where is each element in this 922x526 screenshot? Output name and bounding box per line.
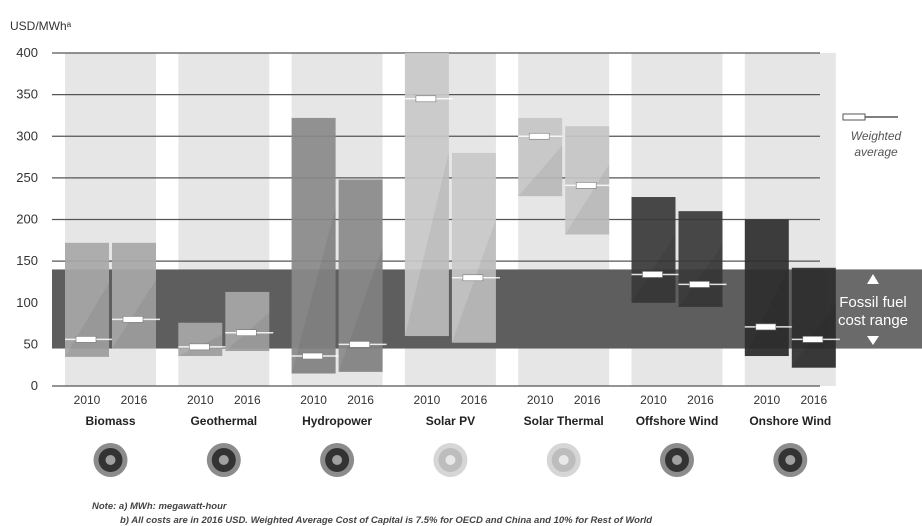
- legend-fossil-fuel: Fossil fuel cost range: [838, 274, 908, 345]
- ff-down-arrow: [867, 336, 879, 345]
- year-label: 2016: [461, 393, 488, 407]
- legend-ff-label-1: Fossil fuel: [839, 294, 907, 311]
- labels-layer: 2010 2016 Biomass 2010 2016 Geothermal 2010 201…: [74, 393, 832, 428]
- hydropower-icon: [320, 443, 355, 477]
- y-tick-label: 300: [16, 128, 38, 143]
- icon-center: [105, 455, 116, 465]
- year-label: 2010: [640, 393, 667, 407]
- icon-center: [332, 455, 343, 465]
- range-bar: [225, 291, 270, 352]
- bars-layer: [65, 53, 840, 374]
- y-tick-label: 50: [24, 336, 38, 351]
- weighted-average-marker: [415, 95, 437, 103]
- note-a: Note: a) MWh: megawatt-hour: [92, 501, 228, 512]
- year-label: 2016: [234, 393, 261, 407]
- y-tick-label: 200: [16, 212, 38, 227]
- icon-center: [785, 455, 796, 465]
- legend-wa-label-2: average: [854, 145, 898, 159]
- range-bar: [678, 211, 723, 307]
- weighted-average-marker: [802, 336, 824, 343]
- weighted-average-marker: [302, 352, 323, 360]
- year-label: 2010: [753, 393, 780, 407]
- bar-shade: [518, 145, 563, 197]
- year-label: 2010: [414, 393, 441, 407]
- year-label: 2010: [300, 393, 327, 407]
- weighted-average-marker: [462, 274, 484, 282]
- year-label: 2010: [527, 393, 554, 407]
- range-bar: [112, 242, 156, 349]
- y-tick-label: 400: [16, 45, 38, 60]
- icons-layer: [93, 443, 808, 477]
- technology-label: Offshore Wind: [636, 414, 719, 428]
- y-tick-label: 0: [31, 378, 38, 393]
- weighted-average-marker: [755, 323, 777, 331]
- weighted-average-marker: [689, 281, 710, 288]
- bar-shade: [65, 282, 109, 357]
- year-label: 2010: [74, 393, 101, 407]
- solar-pv-icon: [433, 443, 468, 477]
- y-axis-label: USD/MWhᵃ: [10, 19, 72, 33]
- bar-shade: [678, 244, 723, 307]
- range-bar: [338, 179, 383, 372]
- technology-label: Geothermal: [190, 414, 257, 428]
- range-bar: [518, 117, 563, 197]
- legend-wa-label-1: Weighted: [851, 129, 902, 143]
- technology-label: Biomass: [85, 414, 135, 428]
- geothermal-icon: [206, 443, 241, 477]
- biomass-icon: [93, 443, 128, 477]
- legend-weighted-average: Weighted average: [842, 113, 902, 159]
- weighted-average-marker: [349, 341, 370, 348]
- bar-shade: [565, 164, 610, 235]
- onshore-wind-icon: [773, 443, 808, 477]
- offshore-wind-icon: [660, 443, 694, 477]
- bar-shade: [404, 152, 449, 337]
- weighted-average-marker: [642, 271, 663, 278]
- icon-center: [558, 455, 569, 465]
- legend-ff-label-2: cost range: [838, 312, 908, 329]
- solar-thermal-icon: [546, 443, 581, 477]
- range-bar: [565, 126, 610, 235]
- weighted-average-marker: [189, 343, 210, 351]
- year-label: 2016: [687, 393, 714, 407]
- bar-shade: [112, 279, 156, 349]
- bar-shade: [791, 302, 836, 368]
- technology-label: Solar Thermal: [524, 414, 604, 428]
- technology-label: Hydropower: [302, 414, 372, 428]
- range-bar: [451, 152, 496, 343]
- icon-center: [445, 455, 456, 465]
- y-tick-label: 350: [16, 87, 38, 102]
- y-tick-label: 150: [16, 253, 38, 268]
- weighted-average-marker: [75, 336, 97, 343]
- year-label: 2016: [574, 393, 601, 407]
- technology-label: Onshore Wind: [749, 414, 831, 428]
- bar-shade: [291, 207, 336, 374]
- range-bar: [744, 219, 789, 357]
- weighted-average-marker: [236, 329, 257, 337]
- weighted-average-marker: [528, 132, 550, 140]
- year-label: 2010: [187, 393, 214, 407]
- range-bar: [791, 267, 836, 368]
- legend-wa-marker: [842, 113, 866, 121]
- bar-shade: [451, 219, 496, 343]
- range-bar: [291, 117, 336, 374]
- note-b: b) All costs are in 2016 USD. Weighted A…: [120, 515, 652, 526]
- y-tick-label: 100: [16, 295, 38, 310]
- bar-shade: [744, 267, 789, 357]
- year-label: 2016: [347, 393, 374, 407]
- weighted-average-marker: [122, 316, 144, 323]
- ff-up-arrow: [867, 274, 879, 284]
- bar-shade: [338, 246, 383, 372]
- technology-label: Solar PV: [426, 414, 475, 428]
- weighted-average-marker: [575, 182, 597, 189]
- icon-center: [218, 455, 229, 465]
- year-label: 2016: [121, 393, 148, 407]
- y-tick-label: 250: [16, 170, 38, 185]
- range-bar: [631, 197, 676, 303]
- range-bar: [178, 322, 223, 357]
- year-label: 2016: [800, 393, 827, 407]
- bar-shade: [631, 234, 676, 303]
- icon-center: [672, 455, 682, 465]
